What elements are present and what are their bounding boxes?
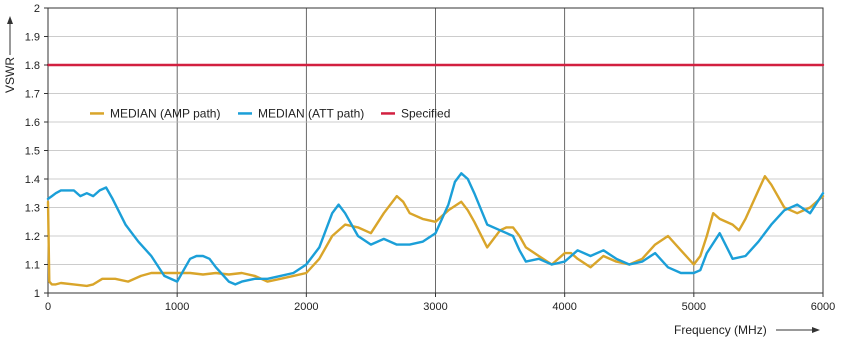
x-axis-title: Frequency (MHz) xyxy=(674,323,767,337)
legend-label-att: MEDIAN (ATT path) xyxy=(258,106,364,120)
y-axis-title: VSWR xyxy=(3,57,17,93)
y-tick-label: 1.3 xyxy=(25,203,40,215)
y-tick-label: 1.7 xyxy=(25,89,40,101)
x-axis-arrowhead xyxy=(812,327,820,333)
series-line-amp xyxy=(46,174,825,288)
y-tick-label: 1.6 xyxy=(25,117,40,129)
x-tick-label: 2000 xyxy=(294,301,318,313)
x-tick-label: 4000 xyxy=(552,301,576,313)
y-axis-arrowhead xyxy=(7,16,13,24)
y-axis-title-group: VSWR xyxy=(3,16,17,93)
legend-label-specified: Specified xyxy=(401,106,450,120)
y-tick-label: 2 xyxy=(34,3,40,15)
y-axis-ticks: 1 1.1 1.2 1.3 1.4 1.5 1.6 1.7 1.8 1.9 2 xyxy=(25,3,48,300)
y-tick-label: 1 xyxy=(34,288,40,300)
legend-label-amp: MEDIAN (AMP path) xyxy=(110,106,220,120)
x-tick-label: 0 xyxy=(45,301,51,313)
x-tick-label: 1000 xyxy=(165,301,189,313)
x-axis-title-group: Frequency (MHz) xyxy=(674,323,820,337)
y-tick-label: 1.8 xyxy=(25,60,40,72)
series-layer xyxy=(46,63,825,288)
y-tick-label: 1.4 xyxy=(25,174,40,186)
x-axis-ticks: 0 1000 2000 3000 4000 5000 6000 xyxy=(45,293,835,313)
y-tick-label: 1.5 xyxy=(25,146,40,158)
x-tick-label: 3000 xyxy=(423,301,447,313)
y-tick-label: 1.1 xyxy=(25,260,40,272)
x-tick-label: 5000 xyxy=(682,301,706,313)
legend: MEDIAN (AMP path) MEDIAN (ATT path) Spec… xyxy=(90,106,450,120)
series-line-att xyxy=(46,172,825,286)
x-tick-label: 6000 xyxy=(811,301,835,313)
y-tick-label: 1.2 xyxy=(25,231,40,243)
y-tick-label: 1.9 xyxy=(25,32,40,44)
grid xyxy=(48,8,823,293)
